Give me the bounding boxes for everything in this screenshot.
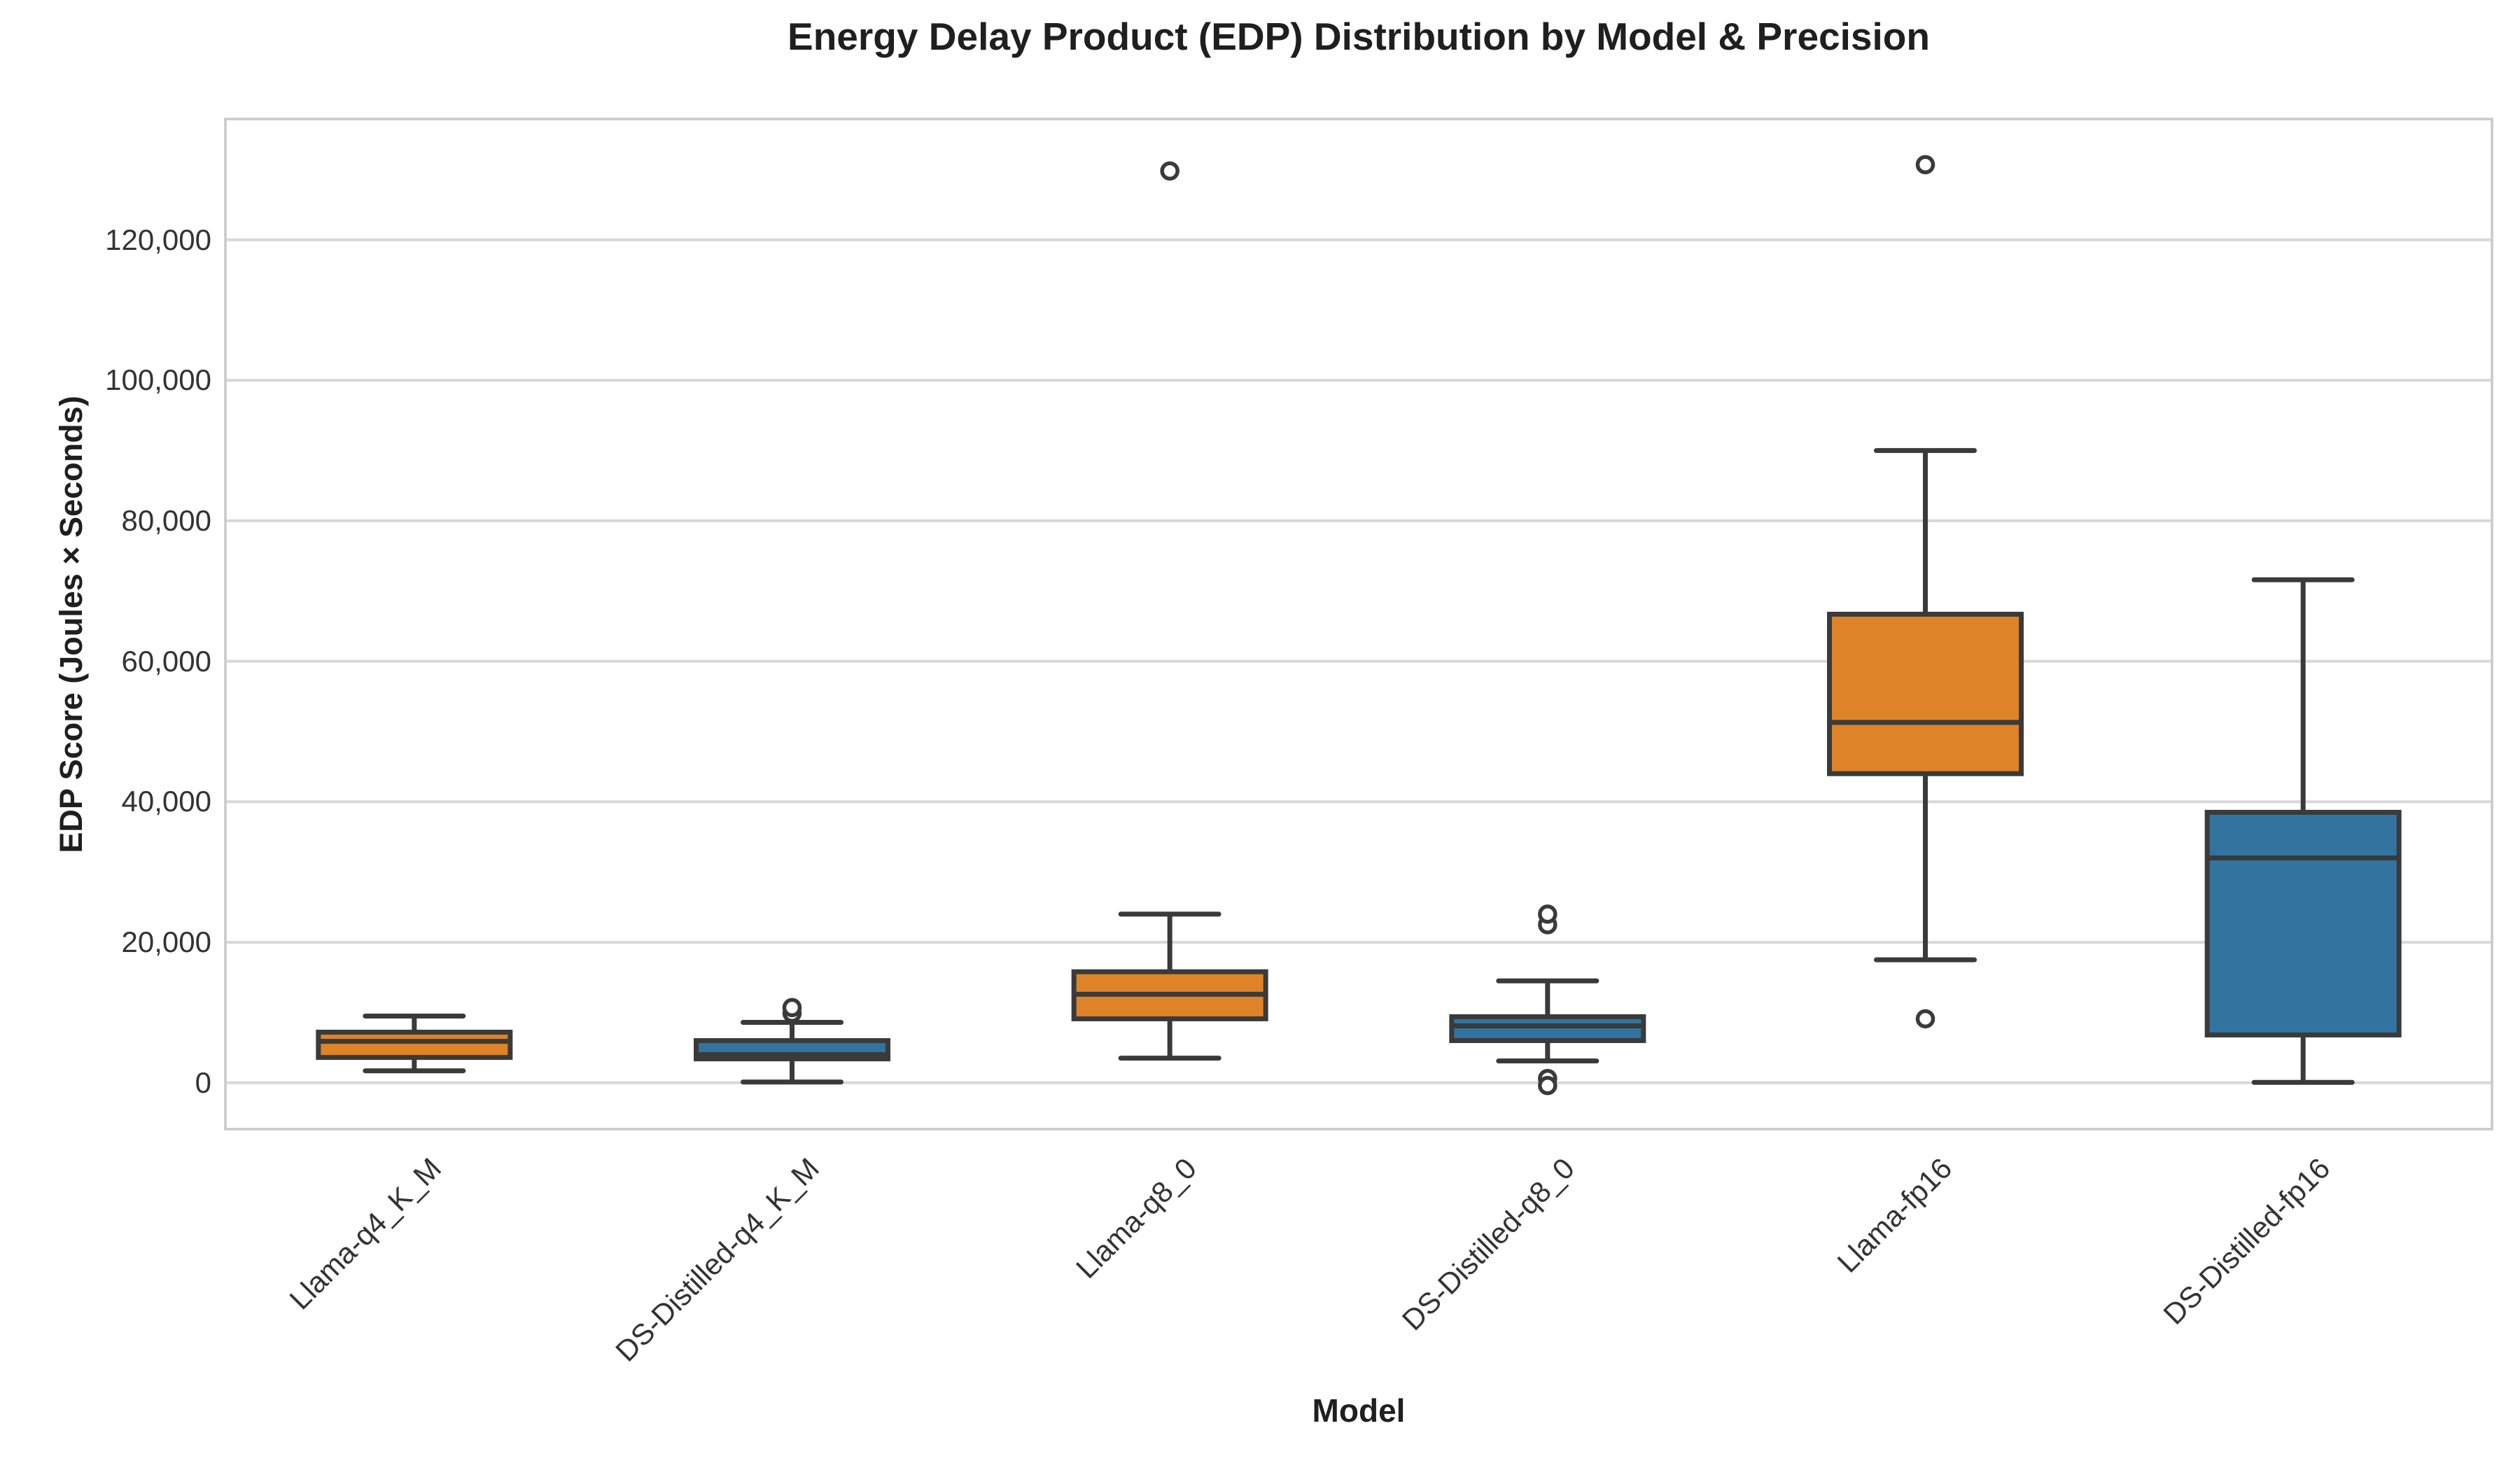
box-DS-Distilled-fp16 [2204,809,2402,1038]
outlier-point [1915,1009,1935,1029]
box-DS-Distilled-q8_0 [1449,1014,1646,1044]
axes-spines [224,118,2493,1130]
outlier-point [1538,904,1558,924]
y-tick-label: 20,000 [121,925,211,959]
outlier-point [1915,155,1935,174]
y-tick-label: 120,000 [105,223,211,256]
box-Llama-q4_K_M [316,1030,513,1060]
outlier-point [1160,161,1180,181]
y-tick-label: 40,000 [121,785,211,818]
outlier-point [782,997,802,1018]
chart-title: Energy Delay Product (EDP) Distribution … [788,15,1930,58]
outlier-point [1538,1076,1558,1096]
x-axis-title: Model [1312,1392,1406,1429]
y-tick-label: 100,000 [105,363,211,397]
y-tick-label: 60,000 [121,644,211,678]
box-Llama-fp16 [1827,611,2024,776]
y-tick-label: 0 [195,1065,211,1099]
y-axis-title: EDP Score (Joules × Seconds) [53,396,89,853]
y-tick-label: 80,000 [121,503,211,537]
